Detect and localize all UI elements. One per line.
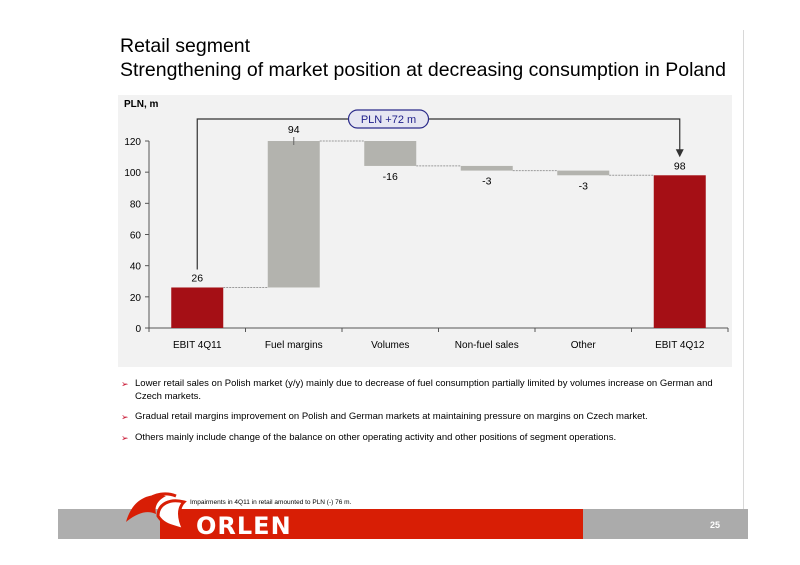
bar-other [557, 170, 610, 176]
waterfall-chart: PLN, m 0 20 40 60 80 100 120 26 94 -16 -3 -3 98 EBIT 4… [124, 99, 729, 351]
y-tick-label: 120 [124, 137, 141, 148]
bar-fuel-margins [267, 141, 320, 288]
bullet-text: Others mainly include change of the bala… [135, 431, 617, 443]
y-tick-label: 0 [135, 324, 141, 335]
bar-ebit-4q11 [171, 287, 224, 328]
x-tick-label: EBIT 4Q11 [173, 340, 222, 351]
annotation-text: PLN +72 m [361, 114, 416, 126]
annotation-bracket [196, 118, 681, 270]
data-label: 98 [674, 160, 686, 172]
y-tick-label: 60 [130, 231, 142, 242]
y-tick-label: 100 [124, 168, 141, 179]
x-tick-label: Fuel margins [265, 340, 323, 351]
bullet-list: ➢ Lower retail sales on Polish market (y… [121, 378, 721, 452]
annotation-pill [347, 109, 430, 129]
page-title: Retail segment Strengthening of market p… [120, 34, 726, 82]
y-tick-label: 80 [130, 199, 142, 210]
orlen-eagle-logo [126, 492, 188, 533]
page-number: 25 [710, 520, 721, 530]
title-line-1: Retail segment [120, 35, 251, 57]
y-tick-label: 40 [130, 262, 142, 273]
bullet-item: ➢ Others mainly include change of the ba… [121, 432, 721, 445]
x-tick-label: EBIT 4Q12 [655, 340, 705, 351]
bar-ebit-4q12 [653, 175, 706, 328]
bar-non-fuel-sales [460, 165, 513, 171]
data-label: 26 [191, 272, 203, 284]
data-label: -3 [482, 176, 491, 188]
bullet-text: Lower retail sales on Polish market (y/y… [135, 378, 713, 402]
x-tick-label: Other [571, 340, 597, 351]
arrowhead-icon [675, 149, 684, 158]
data-label: -16 [383, 171, 398, 183]
data-label: 94 [288, 124, 300, 136]
y-unit-label: PLN, m [124, 99, 159, 110]
arrow-bullet-icon: ➢ [121, 412, 129, 422]
x-tick-label: Non-fuel sales [455, 340, 519, 351]
footer-right-band [583, 509, 748, 539]
brand-wordmark: ORLEN [196, 512, 292, 540]
arrow-bullet-icon: ➢ [121, 432, 129, 443]
x-tick-label: Volumes [371, 340, 409, 351]
title-line-2: Strengthening of market position at decr… [120, 59, 726, 81]
bullet-text: Gradual retail margins improvement on Po… [135, 411, 648, 422]
arrow-bullet-icon: ➢ [121, 379, 129, 389]
footnote: Impairments in 4Q11 in retail amounted t… [190, 499, 352, 506]
bullet-item: ➢ Gradual retail margins improvement on … [121, 411, 721, 424]
slide-edge-line [743, 30, 744, 510]
data-label: -3 [579, 180, 588, 192]
footer-brand-band [160, 509, 583, 539]
y-tick-label: 20 [130, 293, 142, 304]
bar-volumes [364, 141, 417, 166]
bullet-item: ➢ Lower retail sales on Polish market (y… [121, 378, 721, 403]
